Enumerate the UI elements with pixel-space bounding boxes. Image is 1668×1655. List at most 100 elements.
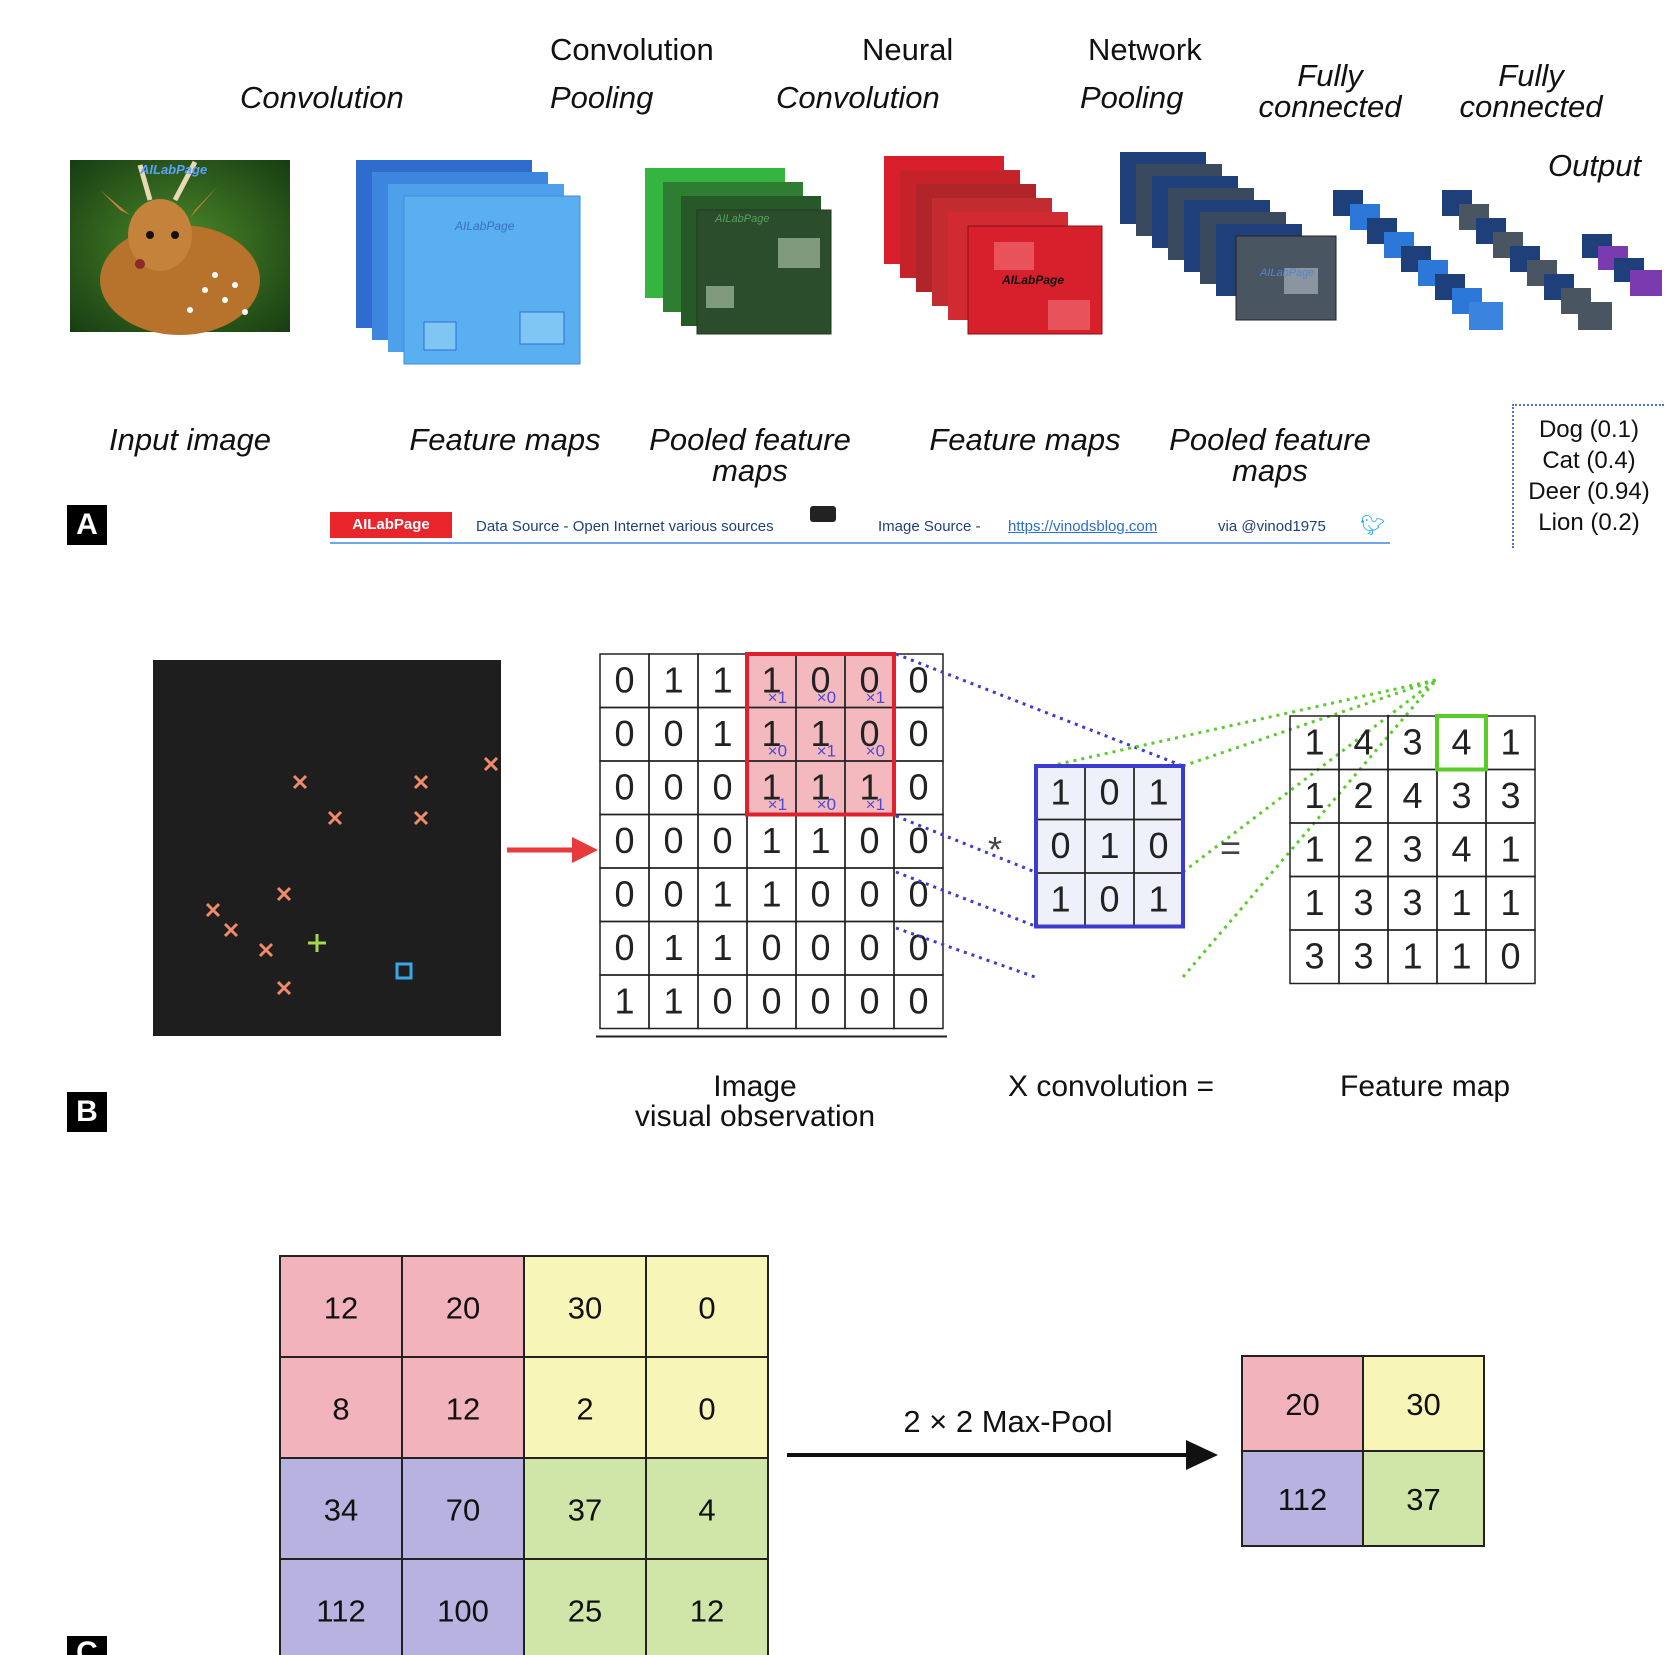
pool-output-cell <box>1241 1355 1364 1452</box>
kernel-weight-mark: ×1 <box>817 742 836 761</box>
feature-map-highlight <box>1435 714 1488 772</box>
image-grid-value: 1 <box>761 713 781 754</box>
image-grid-value: 1 <box>712 874 732 915</box>
image-grid-value: 0 <box>859 820 879 861</box>
pool-input-value: 12 <box>690 1594 724 1629</box>
feature-map-value: 1 <box>1304 722 1324 763</box>
image-grid-value: 0 <box>712 767 732 808</box>
panel-tag-a: A <box>67 505 107 545</box>
label-input-image: Input image <box>109 422 271 457</box>
visual-observation-plot <box>153 660 501 1036</box>
image-grid-value: 1 <box>859 767 879 808</box>
pool-output-grid: 20 30 112 37 <box>1241 1355 1485 1547</box>
output-layer <box>1582 234 1662 296</box>
pooled-feature-maps-1: AILabPage <box>645 168 832 335</box>
kernel-weight-mark: ×1 <box>768 795 787 814</box>
kernel-value: 0 <box>1148 825 1168 866</box>
image-grid-value: 0 <box>614 820 634 861</box>
feature-map-value: 1 <box>1500 722 1520 763</box>
observation-markers <box>205 756 499 996</box>
pool-input-value: 8 <box>332 1392 349 1427</box>
feature-map-value: 3 <box>1451 775 1471 816</box>
pool-input-value: 0 <box>698 1392 715 1427</box>
kernel-value: 0 <box>1099 772 1119 813</box>
panel-tag-c: C <box>67 1636 107 1655</box>
label-pooled-feature-maps-1: Pooled feature maps <box>649 422 851 488</box>
cnn-pipeline-diagram: AILabPage AILabPage AILabPage AILabPage <box>70 152 1662 365</box>
image-grid-value: 1 <box>712 660 732 701</box>
image-grid-value: 0 <box>663 713 683 754</box>
kernel-value: 1 <box>1050 879 1070 920</box>
kernel-weight-mark: ×1 <box>768 688 787 707</box>
pool-output-value: 20 <box>1285 1387 1319 1422</box>
feature-map-value: 4 <box>1402 775 1422 816</box>
kernel-weight-mark: ×0 <box>817 688 836 707</box>
credits-via: via @vinod1975 <box>1218 518 1326 535</box>
kernel-value: 1 <box>1050 772 1070 813</box>
image-grid-value: 0 <box>908 927 928 968</box>
input-image-deer: AILabPage <box>70 160 290 335</box>
watermark: AILabPage <box>1001 273 1064 287</box>
image-grid-value: 1 <box>761 767 781 808</box>
label-feature-maps-1: Feature maps <box>409 422 601 457</box>
feature-map-grid: 1 4 3 4 11 2 4 3 31 2 3 4 11 3 3 1 13 3 1 1 0 <box>1289 714 1536 985</box>
feature-map-cell <box>1485 929 1536 985</box>
pool-output-cell <box>1241 1450 1364 1547</box>
watermark: AILabPage <box>454 219 515 233</box>
kernel-value: 0 <box>1099 879 1119 920</box>
image-grid-value: 0 <box>614 927 634 968</box>
pool-input-value: 100 <box>437 1594 489 1629</box>
image-grid-value: 0 <box>810 660 830 701</box>
word-convolution-top: Convolution <box>550 32 714 67</box>
twitter-bird-icon[interactable]: 🐦︎ <box>1360 515 1386 537</box>
watermark: AILabPage <box>714 213 769 225</box>
image-grid-value: 0 <box>614 660 634 701</box>
image-grid-value: 0 <box>859 660 879 701</box>
image-grid-cell <box>893 974 944 1030</box>
label-image: Image <box>713 1070 797 1103</box>
image-grid-value: 0 <box>859 981 879 1022</box>
output-cat: Cat (0.4) <box>1542 447 1636 474</box>
convolution-diagram: 0 1 1 1 0 0 00 0 1 1 1 0 00 0 0 1 1 1 00 0 0 1 1 0 00 0 1 1 0 0 00 1 1 0 0… <box>153 652 1536 1038</box>
stage-convolution-2: Convolution <box>776 80 940 115</box>
output-dog: Dog (0.1) <box>1538 416 1640 443</box>
image-grid-value: 0 <box>908 981 928 1022</box>
kernel-value: 1 <box>1148 772 1168 813</box>
feature-maps-2: AILabPage <box>884 156 1103 335</box>
credits-brand: AILabPage <box>330 512 452 538</box>
word-network-top: Network <box>1088 32 1202 67</box>
feature-map-value: 3 <box>1402 722 1422 763</box>
image-grid-value: 0 <box>810 874 830 915</box>
image-grid: 0 1 1 1 0 0 00 0 1 1 1 0 00 0 0 1 1 1 00 0 0 1 1 0 00 0 1 1 0 0 00 1 1 0 0… <box>596 652 947 1038</box>
image-grid-value: 0 <box>663 820 683 861</box>
image-grid-value: 0 <box>614 767 634 808</box>
pool-input-cell <box>279 1558 403 1655</box>
label-visual-observation: visual observation <box>634 1100 876 1133</box>
image-grid-value: 0 <box>761 927 781 968</box>
image-grid-value: 0 <box>761 981 781 1022</box>
feature-map-value: 1 <box>1500 829 1520 870</box>
image-grid-value: 1 <box>810 767 830 808</box>
plus-marker <box>308 934 326 952</box>
image-grid-value: 0 <box>712 820 732 861</box>
feature-map-value: 3 <box>1402 829 1422 870</box>
pool-input-value: 37 <box>568 1493 602 1528</box>
pool-input-value: 0 <box>698 1291 715 1326</box>
receptive-field-highlight <box>745 652 896 817</box>
kernel-grid: 1 0 10 1 01 0 1 <box>1034 764 1185 929</box>
stage-fully-connected-1: Fully connected <box>1258 58 1402 124</box>
pool-input-cell <box>645 1558 769 1655</box>
credits-link[interactable]: https://vinodsblog.com <box>1008 518 1158 535</box>
image-grid-value: 1 <box>712 927 732 968</box>
pool-input-cell <box>645 1356 769 1459</box>
feature-map-value: 1 <box>1451 936 1471 977</box>
feature-map-value: 3 <box>1353 882 1373 923</box>
image-grid-value: 0 <box>908 767 928 808</box>
kernel-weight-mark: ×0 <box>768 742 787 761</box>
image-grid-value: 1 <box>614 981 634 1022</box>
kernel-weight-mark: ×0 <box>817 795 836 814</box>
database-icon <box>810 506 836 522</box>
image-grid-value: 0 <box>908 874 928 915</box>
feature-map-value: 4 <box>1451 722 1471 763</box>
pool-output-value: 37 <box>1406 1482 1440 1517</box>
